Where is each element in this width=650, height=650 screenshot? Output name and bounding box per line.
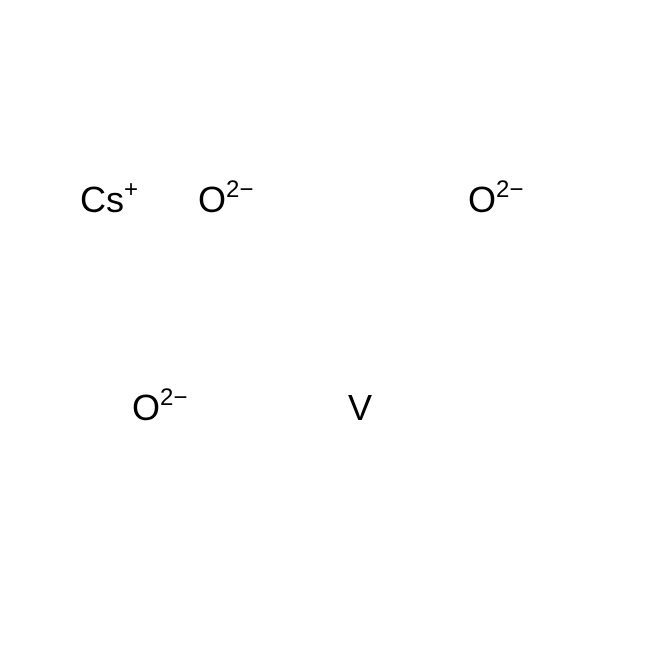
ion-o2: O2− [468, 180, 523, 218]
element-label: O [132, 387, 160, 428]
ion-cs: Cs+ [80, 180, 138, 218]
ion-v: V [348, 388, 372, 426]
charge-label: 2− [226, 176, 253, 203]
element-label: O [468, 179, 496, 220]
charge-label: 2− [160, 384, 187, 411]
element-label: O [198, 179, 226, 220]
ion-o3: O2− [132, 388, 187, 426]
charge-label: + [124, 176, 138, 203]
element-label: V [348, 387, 372, 428]
ion-o1: O2− [198, 180, 253, 218]
charge-label: 2− [496, 176, 523, 203]
element-label: Cs [80, 179, 124, 220]
